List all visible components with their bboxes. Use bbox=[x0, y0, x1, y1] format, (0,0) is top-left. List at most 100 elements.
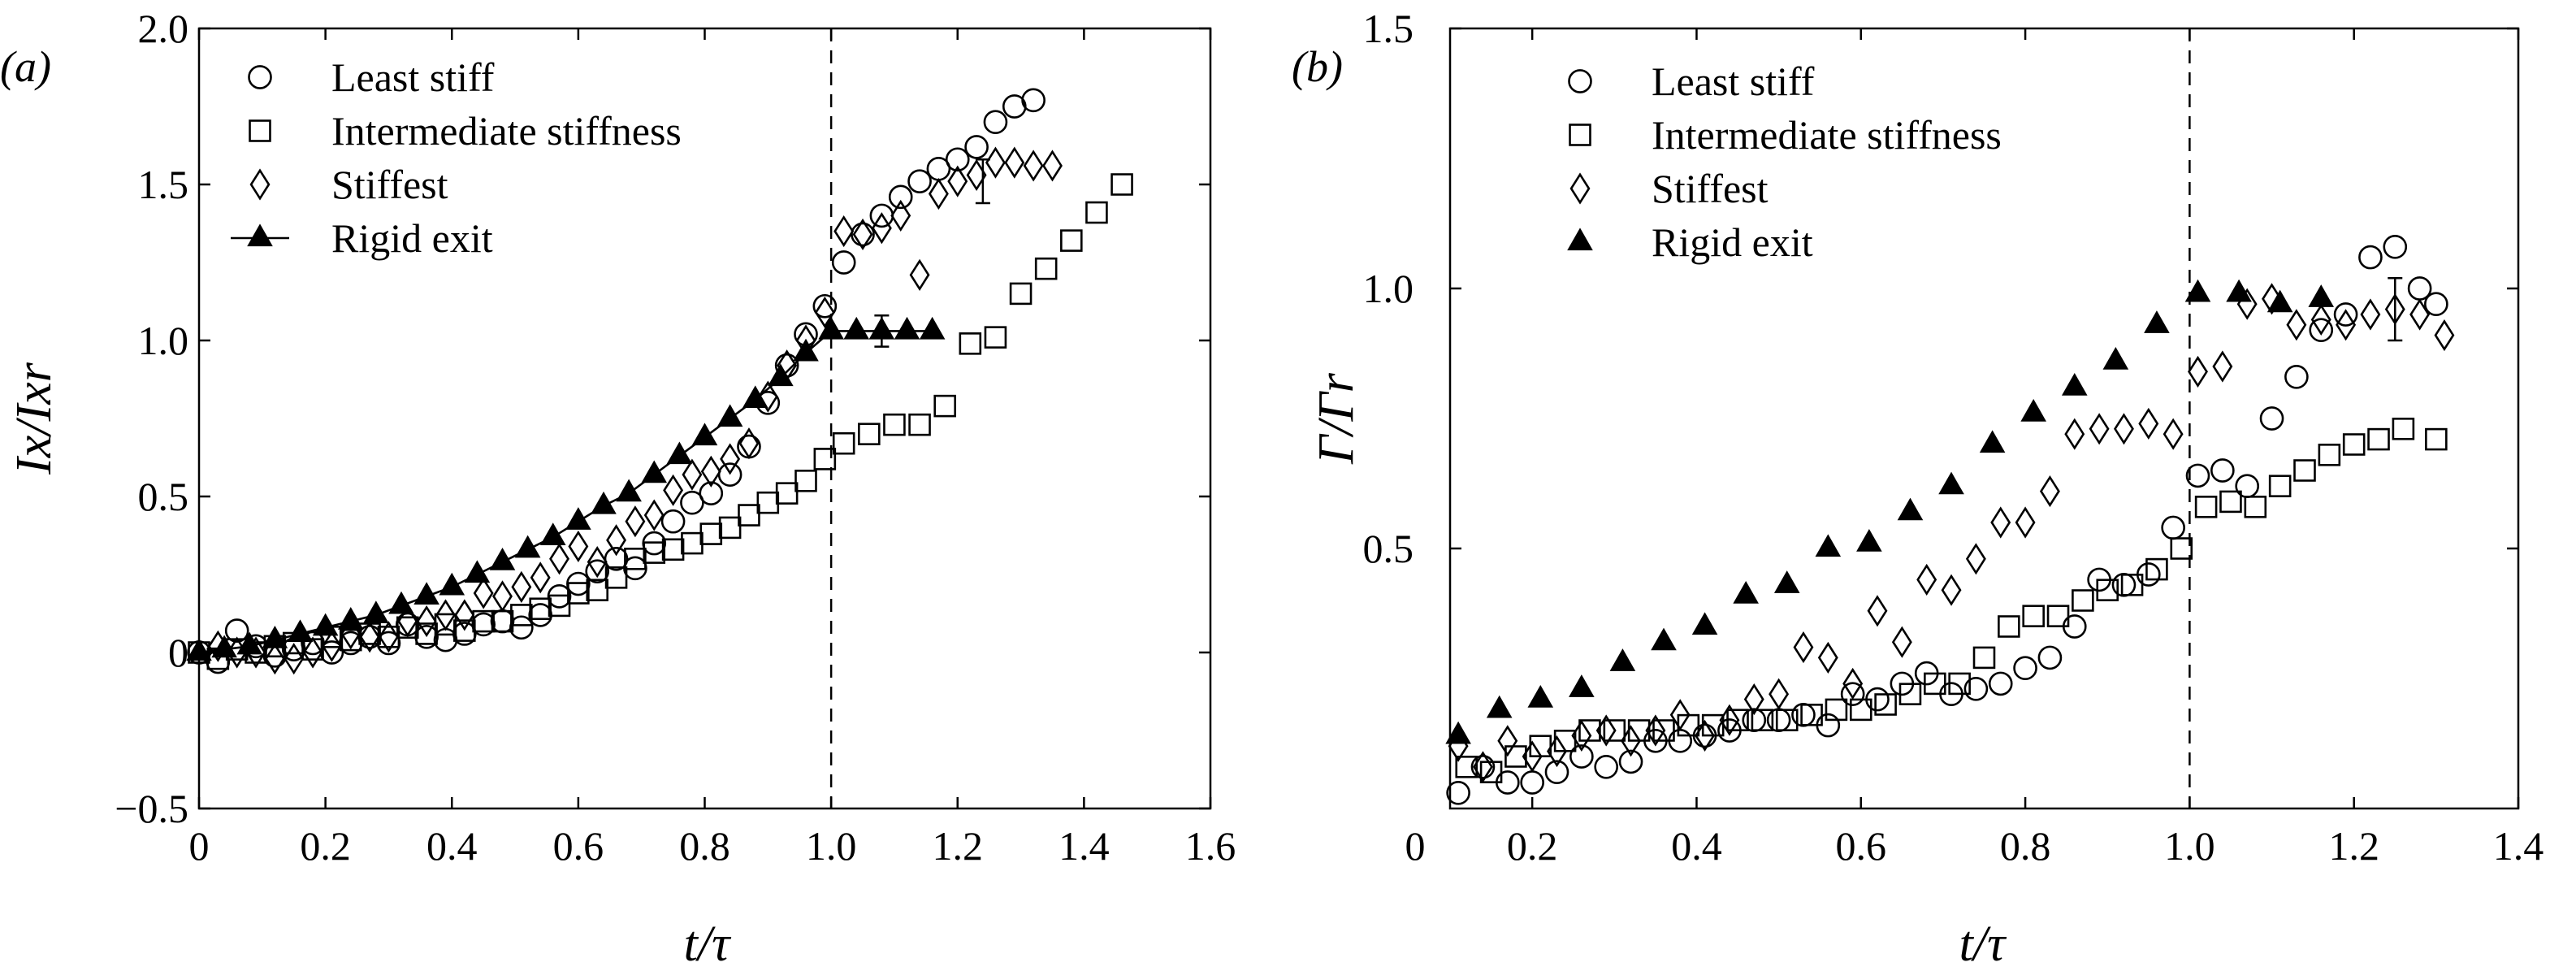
data-point bbox=[473, 577, 494, 609]
data-point bbox=[660, 509, 686, 534]
data-point bbox=[2333, 302, 2358, 327]
data-point bbox=[1547, 735, 1567, 768]
panel-b: 0 0.2 0.4 0.6 0.8 1.0 1.2 1.4 0.5 1.0 1.5 Least sti… bbox=[1292, 6, 2544, 971]
y-tick-label: 1.0 bbox=[1363, 266, 1414, 311]
data-point bbox=[454, 599, 475, 631]
series-rigid-exit bbox=[1445, 279, 2335, 744]
x-tick-label: 0.6 bbox=[1836, 823, 1887, 869]
x-tick-label: 1.2 bbox=[2328, 823, 2379, 869]
y-tick-label: 1.5 bbox=[138, 162, 189, 207]
data-point bbox=[1009, 282, 1033, 306]
data-point bbox=[643, 499, 665, 531]
data-point bbox=[416, 605, 437, 638]
data-point bbox=[2064, 418, 2085, 450]
legend: Least stiff Intermediate stiffness Stiffes… bbox=[1567, 59, 2002, 265]
x-tick-label: 0.4 bbox=[426, 823, 478, 869]
data-point bbox=[1948, 672, 1971, 696]
legend-marker bbox=[1569, 124, 1591, 146]
data-point bbox=[567, 582, 590, 605]
data-point bbox=[388, 591, 414, 614]
data-point bbox=[2244, 496, 2267, 518]
data-point bbox=[1479, 761, 1503, 783]
data-point bbox=[530, 561, 551, 594]
x-tick-label: 0.4 bbox=[1671, 823, 1722, 869]
data-point bbox=[1445, 721, 1471, 744]
x-tick-label: 0.8 bbox=[2000, 823, 2051, 869]
data-point bbox=[568, 530, 589, 563]
data-point bbox=[1060, 229, 1083, 252]
x-tick-label: 0.6 bbox=[553, 823, 604, 869]
data-point bbox=[1773, 570, 1800, 593]
legend-label: Rigid exit bbox=[1652, 219, 1813, 265]
data-point bbox=[2188, 355, 2208, 388]
legend-marker bbox=[247, 223, 273, 247]
data-point bbox=[2120, 574, 2144, 596]
data-point bbox=[464, 560, 491, 583]
data-point bbox=[933, 394, 956, 418]
data-point bbox=[591, 491, 617, 514]
data-point bbox=[2309, 318, 2334, 343]
data-point bbox=[2145, 557, 2168, 581]
data-point bbox=[2013, 656, 2037, 681]
legend-marker bbox=[1567, 228, 1593, 251]
data-point bbox=[435, 599, 456, 631]
data-point bbox=[2037, 645, 2063, 670]
data-point bbox=[661, 538, 685, 561]
data-point bbox=[2392, 418, 2415, 440]
data-point bbox=[663, 474, 684, 506]
data-point bbox=[1990, 506, 2011, 539]
data-point bbox=[1941, 574, 1962, 606]
data-point bbox=[947, 165, 968, 197]
panel-a: 0 0.2 0.4 0.6 0.8 1.0 1.2 1.4 1.6−0.500.51.01.52… bbox=[0, 6, 1236, 971]
data-point bbox=[666, 441, 693, 465]
plot-frame bbox=[197, 27, 1212, 810]
data-point bbox=[2293, 459, 2316, 482]
data-point bbox=[2144, 310, 2170, 333]
data-point bbox=[742, 385, 768, 409]
data-point bbox=[871, 212, 892, 245]
data-point bbox=[757, 380, 778, 413]
data-point bbox=[1621, 725, 1641, 757]
data-point bbox=[302, 636, 323, 669]
data-point bbox=[890, 199, 911, 232]
data-point bbox=[794, 470, 817, 492]
legend-label: Stiffest bbox=[1652, 166, 1769, 211]
data-point bbox=[1897, 497, 1924, 521]
data-point bbox=[1898, 683, 1922, 705]
data-point bbox=[2383, 234, 2408, 259]
data-point bbox=[2138, 407, 2159, 440]
data-point bbox=[489, 548, 516, 570]
data-point bbox=[413, 582, 439, 605]
data-point bbox=[585, 559, 610, 583]
data-point bbox=[775, 482, 799, 505]
data-point bbox=[984, 326, 1007, 349]
data-point bbox=[1856, 528, 1882, 552]
legend-label: Least stiff bbox=[1652, 59, 1815, 104]
legend-marker bbox=[249, 168, 271, 201]
data-point bbox=[378, 621, 399, 653]
data-point bbox=[643, 541, 666, 564]
data-point bbox=[2194, 496, 2218, 518]
data-point bbox=[852, 218, 873, 251]
data-point bbox=[2061, 372, 2088, 396]
data-point bbox=[2268, 475, 2292, 497]
data-point bbox=[699, 481, 724, 505]
data-point bbox=[2424, 292, 2448, 317]
data-point bbox=[1874, 693, 1897, 716]
data-point bbox=[1867, 595, 1888, 627]
data-point bbox=[2358, 245, 2383, 270]
data-point bbox=[492, 580, 513, 613]
data-point bbox=[264, 643, 285, 675]
data-point bbox=[1769, 678, 1790, 710]
data-point bbox=[1793, 631, 1814, 664]
data-point bbox=[2210, 458, 2235, 483]
data-point bbox=[1527, 684, 1554, 708]
series-intermediate-stiffness bbox=[1455, 418, 2448, 783]
data-point bbox=[812, 293, 838, 319]
data-point bbox=[814, 296, 835, 329]
data-point bbox=[1651, 627, 1677, 651]
data-point bbox=[1578, 719, 1601, 742]
x-tick-label: 0 bbox=[1405, 823, 1426, 869]
x-tick-label: 1.4 bbox=[2493, 823, 2544, 869]
